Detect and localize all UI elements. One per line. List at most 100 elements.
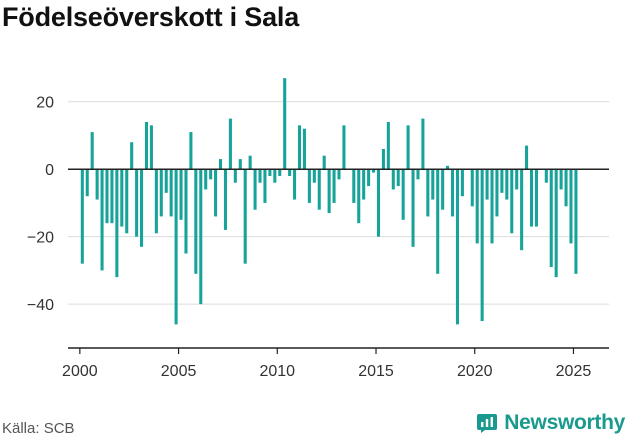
bar xyxy=(159,169,163,217)
bar xyxy=(189,132,193,170)
bar xyxy=(322,155,326,170)
bar xyxy=(475,169,479,244)
gridlines xyxy=(68,101,609,305)
bar xyxy=(490,169,494,244)
bar xyxy=(396,169,400,187)
y-tick-label: −40 xyxy=(27,297,54,314)
bar xyxy=(169,169,173,217)
bar xyxy=(386,121,390,170)
bar xyxy=(520,169,524,251)
bar xyxy=(164,169,168,193)
x-tick-label: 2025 xyxy=(556,363,592,380)
bar xyxy=(510,169,514,234)
bar xyxy=(130,142,134,170)
bar xyxy=(100,169,104,271)
bar xyxy=(372,169,376,173)
bar xyxy=(135,169,139,237)
bar xyxy=(421,118,425,170)
bar xyxy=(144,121,149,170)
bar xyxy=(149,125,153,170)
bar xyxy=(140,169,144,247)
bar xyxy=(248,155,252,170)
y-tick-label: −20 xyxy=(27,230,54,247)
bar xyxy=(263,169,267,203)
bar xyxy=(125,169,129,234)
bar xyxy=(544,169,548,183)
bar xyxy=(401,169,405,220)
bar xyxy=(529,169,534,227)
bar xyxy=(327,169,331,214)
bar xyxy=(534,169,538,227)
bar xyxy=(95,169,99,200)
bar xyxy=(90,132,94,170)
newsworthy-logo-icon xyxy=(477,414,498,433)
bar xyxy=(312,169,316,183)
bar xyxy=(154,169,158,234)
y-tick-label: 20 xyxy=(36,95,54,112)
x-tick-label: 2020 xyxy=(457,363,493,380)
x-axis-ticks: 2000 2005 2010 2015 2020 2025 xyxy=(62,348,591,380)
bar xyxy=(455,169,459,325)
bar xyxy=(174,169,178,325)
bar xyxy=(450,169,455,217)
bar xyxy=(115,169,119,278)
bar xyxy=(204,169,208,190)
bar xyxy=(307,169,311,203)
bar xyxy=(297,125,302,170)
bars xyxy=(80,78,578,325)
bar xyxy=(549,169,553,268)
bar xyxy=(243,169,247,264)
bar xyxy=(515,169,519,190)
bar xyxy=(218,159,223,170)
bar xyxy=(342,125,346,170)
bar xyxy=(120,169,124,227)
chart-title: Födelseöverskott i Sala xyxy=(2,2,300,32)
bar xyxy=(288,169,292,176)
bar xyxy=(283,78,287,170)
bar xyxy=(436,169,440,274)
bar xyxy=(317,169,321,210)
bar xyxy=(411,169,415,247)
bar xyxy=(500,169,504,193)
bar xyxy=(209,169,213,180)
bar xyxy=(480,169,484,322)
bar xyxy=(238,159,242,170)
x-tick-label: 2005 xyxy=(161,363,197,380)
bar xyxy=(293,169,297,200)
bar xyxy=(485,169,489,200)
bar xyxy=(376,169,381,237)
bar xyxy=(85,169,89,197)
newsworthy-logo-text: Newsworthy xyxy=(504,411,625,434)
bar xyxy=(302,128,306,170)
bar xyxy=(441,169,445,210)
bar xyxy=(179,169,183,220)
bar xyxy=(357,169,361,224)
bar xyxy=(223,169,227,230)
bar xyxy=(110,169,114,224)
bar xyxy=(278,169,282,176)
source-note: Källa: SCB xyxy=(2,420,75,437)
newsworthy-logo[interactable]: Newsworthy xyxy=(476,409,625,437)
bar xyxy=(194,169,198,274)
bar xyxy=(80,169,84,264)
bar xyxy=(381,148,385,170)
bar xyxy=(525,145,529,170)
bar xyxy=(214,169,218,217)
bar xyxy=(569,169,573,244)
bar xyxy=(446,165,450,170)
x-tick-label: 2010 xyxy=(259,363,295,380)
x-tick-label: 2000 xyxy=(62,363,98,380)
bar xyxy=(233,169,237,183)
bar xyxy=(564,169,568,207)
bar xyxy=(460,169,464,197)
bar xyxy=(105,169,109,224)
bar xyxy=(470,169,474,207)
y-axis-ticks: 20 0 −20 −40 xyxy=(27,95,54,314)
bar xyxy=(426,169,430,217)
bar xyxy=(431,169,435,200)
bar xyxy=(258,169,262,183)
bar xyxy=(268,169,272,176)
y-tick-label: 0 xyxy=(45,162,54,179)
bar xyxy=(367,169,371,187)
bar xyxy=(574,169,578,274)
